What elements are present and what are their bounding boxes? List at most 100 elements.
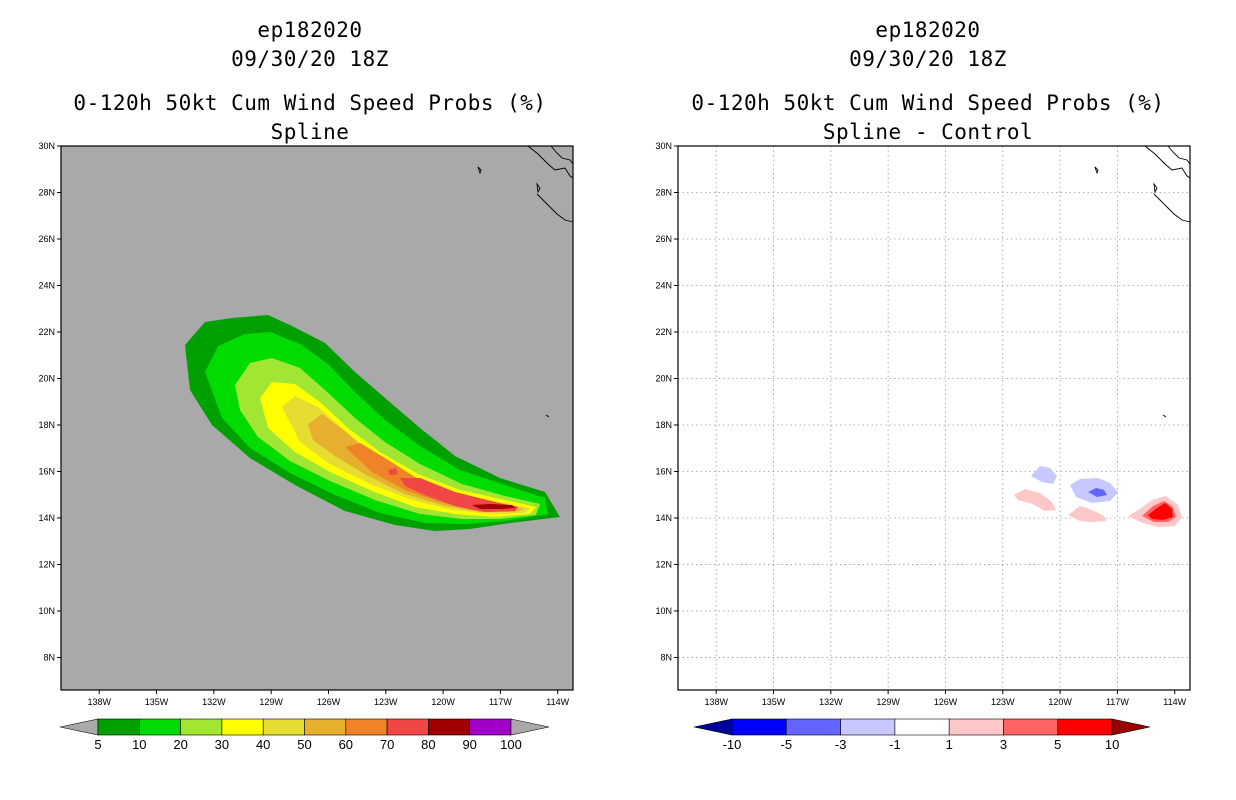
prob-band-70 <box>400 478 518 512</box>
diff-negative-1-a <box>1031 466 1057 484</box>
right-gridlines <box>678 146 1190 690</box>
left-colorbar-segment <box>304 718 347 736</box>
left-lat-label: 14N <box>38 513 55 523</box>
left-lat-label: 12N <box>38 559 55 569</box>
left-lon-label: 123W <box>374 697 398 707</box>
left-lon-label: 132W <box>202 697 226 707</box>
right-colorbar-segment <box>840 718 896 736</box>
left-colorbar-label: 60 <box>339 737 353 752</box>
right-map-frame <box>677 145 1191 691</box>
right-lon-label: 123W <box>991 697 1015 707</box>
prob-band-30 <box>260 382 536 517</box>
left-colorbar-label: 50 <box>297 737 311 752</box>
right-lat-label: 28N <box>655 187 672 197</box>
left-colorbar-segment <box>139 718 181 736</box>
right-colorbar-label: -3 <box>835 737 847 752</box>
left-axis-ticks: 30N 28N 26N 24N 22N 20N 18N 16N 14N 12N 10N 8N 138W 1… <box>38 141 569 707</box>
left-colorbar-label: 70 <box>380 737 394 752</box>
right-axis-ticks: 30N 28N 26N 24N 22N 20N 18N 16N 14N 12N 10N 8N 138W 1… <box>655 141 1186 707</box>
right-lon-label: 135W <box>762 697 786 707</box>
right-colorbar-segment <box>1003 718 1059 736</box>
left-colorbar-segment <box>428 718 470 736</box>
left-colorbar-segment <box>262 718 305 736</box>
diff-negative-3 <box>1088 488 1107 497</box>
left-panel-storm-id: ep182020 <box>257 18 363 42</box>
left-colorbar-label: 20 <box>173 737 187 752</box>
left-colorbar-label: 30 <box>215 737 229 752</box>
right-lat-label: 18N <box>655 420 672 430</box>
right-colorbar-segment <box>785 718 841 736</box>
left-lon-label: 126W <box>317 697 341 707</box>
left-lon-label: 135W <box>145 697 169 707</box>
left-lat-label: 22N <box>38 327 55 337</box>
right-colorbar-label: 3 <box>1000 737 1007 752</box>
right-lon-label: 120W <box>1048 697 1072 707</box>
right-lon-label: 138W <box>704 697 728 707</box>
right-lat-label: 26N <box>655 234 672 244</box>
left-colorbar-under-triangle <box>59 718 99 736</box>
right-lat-label: 24N <box>655 280 672 290</box>
right-panel-subtitle: Spline - Control <box>822 120 1034 144</box>
left-panel-subtitle: Spline <box>270 120 350 144</box>
left-lat-label: 26N <box>38 234 55 244</box>
right-lon-label: 117W <box>1106 697 1129 707</box>
right-lon-label: 114W <box>1163 697 1186 707</box>
right-lat-label: 10N <box>655 606 672 616</box>
left-map: 30N 28N 26N 24N 22N 20N 18N 16N 14N 12N 10N 8N 138W 1… <box>38 141 574 707</box>
left-lon-label: 117W <box>489 697 512 707</box>
left-colorbar-segment <box>386 718 429 736</box>
right-colorbar-segment <box>1057 718 1113 736</box>
right-map: 30N 28N 26N 24N 22N 20N 18N 16N 14N 12N 10N 8N 138W 1… <box>655 141 1191 707</box>
right-panel-datetime: 09/30/20 18Z <box>849 47 1007 71</box>
left-colorbar-label: 40 <box>256 737 270 752</box>
right-colorbar-label: -5 <box>781 737 793 752</box>
left-colorbar-segment <box>180 718 223 736</box>
right-map-background <box>678 146 1190 690</box>
left-lon-label: 114W <box>546 697 569 707</box>
left-coastline <box>477 145 574 418</box>
left-lat-label: 10N <box>38 606 55 616</box>
right-colorbar-over-triangle <box>1111 718 1151 736</box>
left-lon-label: 129W <box>259 697 283 707</box>
left-colorbar-segment <box>469 718 512 736</box>
right-lat-label: 20N <box>655 373 672 383</box>
prob-band-70-islet <box>388 468 398 475</box>
left-map-frame <box>60 145 574 691</box>
left-panel-product-title: 0-120h 50kt Cum Wind Speed Probs (%) <box>73 91 547 115</box>
left-lat-label: 24N <box>38 280 55 290</box>
left-colorbar-label: 5 <box>94 737 101 752</box>
right-coastline <box>1094 145 1191 418</box>
right-lat-label: 16N <box>655 466 672 476</box>
left-colorbar-label: 10 <box>132 737 146 752</box>
left-colorbar-segment <box>97 718 140 736</box>
left-colorbar: 5 10 20 30 40 50 60 70 80 90 100 <box>59 718 550 752</box>
right-colorbar-label: 1 <box>946 737 953 752</box>
diff-positive-1-b <box>1068 506 1106 522</box>
right-colorbar-label: 10 <box>1105 737 1119 752</box>
right-colorbar-under-triangle <box>693 718 733 736</box>
right-lat-label: 8N <box>660 652 672 662</box>
right-panel-product-title: 0-120h 50kt Cum Wind Speed Probs (%) <box>691 91 1165 115</box>
left-colorbar-label: 100 <box>500 737 522 752</box>
right-colorbar-label: -10 <box>723 737 742 752</box>
right-lat-label: 22N <box>655 327 672 337</box>
right-lon-label: 132W <box>819 697 843 707</box>
left-lon-label: 120W <box>431 697 455 707</box>
left-lat-label: 28N <box>38 187 55 197</box>
left-panel-datetime: 09/30/20 18Z <box>231 47 389 71</box>
left-lat-label: 20N <box>38 373 55 383</box>
left-lat-label: 18N <box>38 420 55 430</box>
left-colorbar-label: 90 <box>462 737 476 752</box>
prob-band-80 <box>472 504 516 509</box>
diff-positive-5 <box>1148 503 1173 520</box>
left-colorbar-label: 80 <box>421 737 435 752</box>
right-colorbar-label: 5 <box>1054 737 1061 752</box>
right-colorbar-label: -1 <box>889 737 901 752</box>
right-lon-label: 126W <box>934 697 958 707</box>
right-colorbar-segment <box>948 718 1004 736</box>
diff-positive-1-a <box>1014 489 1056 511</box>
right-colorbar-segment <box>731 718 787 736</box>
right-lat-label: 14N <box>655 513 672 523</box>
left-colorbar-segment <box>221 718 264 736</box>
